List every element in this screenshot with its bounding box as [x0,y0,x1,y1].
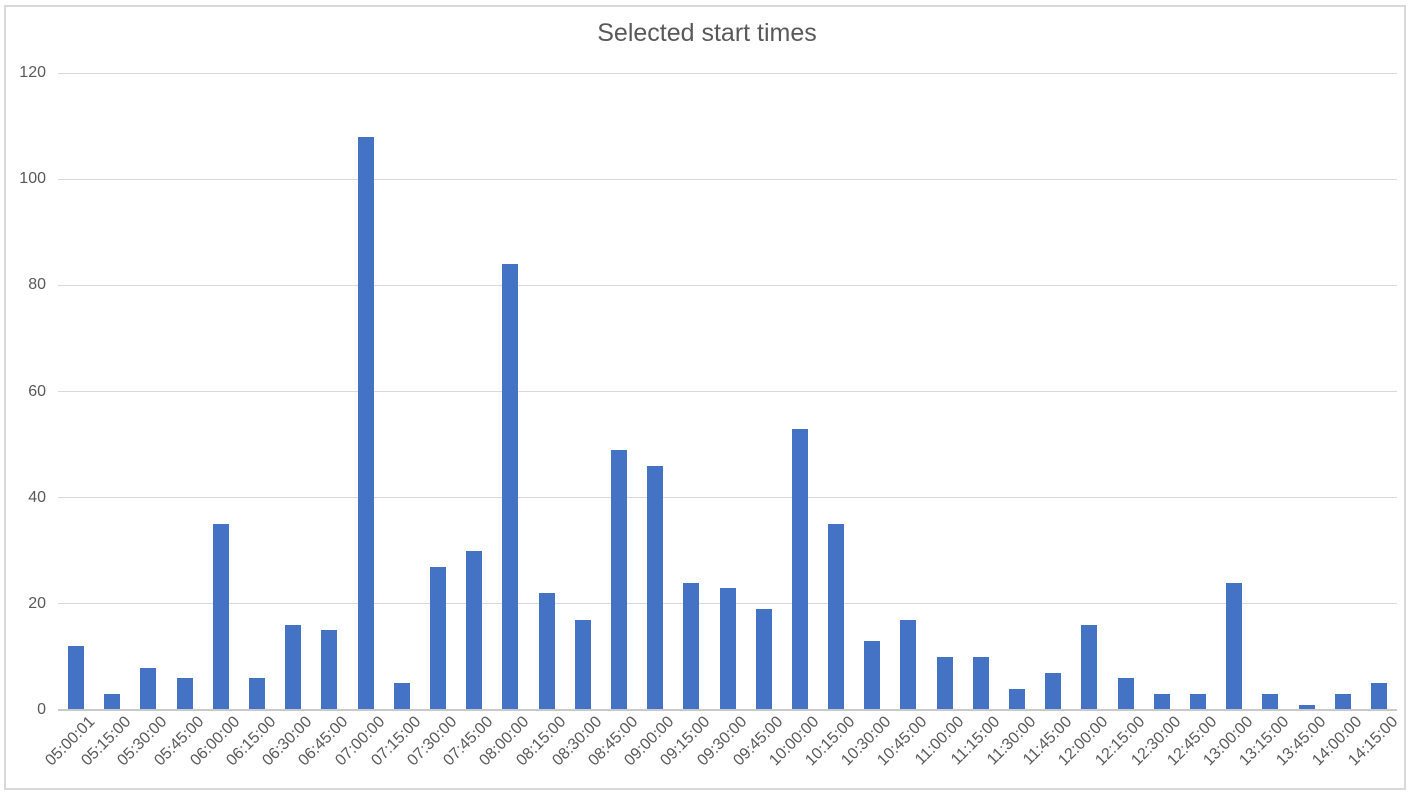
bar [972,656,989,710]
x-axis-line [58,709,1397,711]
y-tick-label: 100 [19,170,46,188]
bar [466,550,483,710]
y-tick-label: 80 [28,276,46,294]
bar [864,640,881,710]
bar [429,566,446,710]
bar [610,449,627,710]
bar [1153,694,1170,710]
bar [1226,582,1243,710]
bar [1370,683,1387,710]
bar [574,619,591,710]
bar [1334,694,1351,710]
bar [212,524,229,710]
bar [1262,694,1279,710]
gridline [58,497,1397,499]
y-tick-label: 20 [28,594,46,612]
bar [791,428,808,710]
bar [647,465,664,710]
bar [538,593,555,710]
y-tick-label: 0 [37,701,46,718]
bar [828,524,845,710]
bar [104,694,121,710]
bar [1045,672,1062,710]
bar [1189,694,1206,710]
bar [719,587,736,710]
bar [176,678,193,710]
bar [1298,704,1315,710]
bar [68,646,85,710]
gridline [58,178,1397,180]
bar [357,136,374,710]
gridline [58,391,1397,392]
bar [321,630,338,710]
gridline [58,284,1397,286]
bar [755,609,772,710]
bar [936,656,953,710]
bar [285,625,302,710]
bar [393,683,410,710]
y-tick-label: 60 [28,382,46,400]
bar [1081,625,1098,710]
bar [249,678,266,710]
chart-title: Selected start times [597,19,817,47]
bar [1009,688,1025,710]
bar [683,582,700,710]
y-tick-label: 120 [19,64,46,81]
bar [900,619,917,710]
bar [140,667,157,710]
bar [1117,678,1134,710]
gridline [58,72,1397,74]
y-tick-label: 40 [28,488,46,506]
bar [502,264,519,710]
plot-area [58,72,1397,711]
